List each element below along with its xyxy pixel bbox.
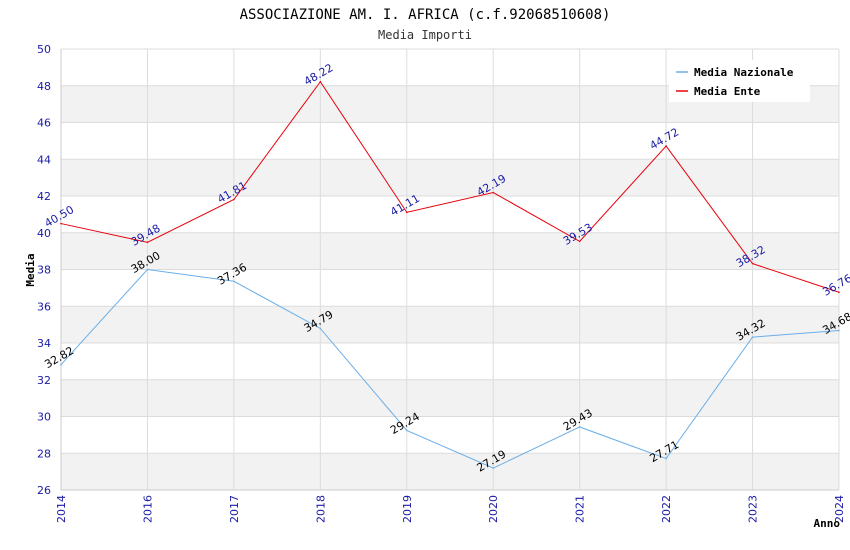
plot-background-bands — [61, 49, 839, 490]
plot-band — [61, 269, 839, 307]
plot-band — [61, 159, 839, 196]
data-point — [665, 145, 667, 147]
data-point — [405, 211, 408, 214]
data-point — [751, 336, 754, 338]
plot-band — [61, 416, 839, 454]
x-tick-label: 2017 — [228, 495, 241, 523]
plot-band — [61, 379, 839, 417]
y-tick-label: 32 — [37, 374, 51, 387]
y-tick-label: 36 — [37, 300, 51, 313]
data-point — [233, 198, 235, 201]
data-point — [665, 457, 667, 460]
data-point — [405, 429, 408, 432]
data-point — [578, 240, 581, 243]
x-axis-title: Anno — [814, 517, 841, 530]
data-point — [319, 327, 322, 330]
y-axis-ticks: 26 28 30 32 34 36 38 40 42 44 46 48 50 — [37, 43, 51, 497]
data-point — [146, 241, 149, 244]
data-point — [319, 80, 322, 83]
x-tick-label: 2016 — [141, 495, 154, 523]
x-tick-label: 2022 — [660, 495, 673, 523]
plot-band — [61, 343, 839, 380]
y-tick-label: 34 — [37, 337, 51, 350]
data-point — [233, 280, 235, 283]
x-tick-label: 2018 — [314, 495, 327, 523]
x-tick-label: 2019 — [401, 495, 414, 523]
data-point — [838, 329, 840, 332]
plot-band — [61, 306, 839, 343]
chart-subtitle: Media Importi — [378, 28, 472, 42]
y-tick-label: 46 — [37, 117, 51, 130]
data-point — [492, 191, 495, 194]
y-tick-label: 26 — [37, 484, 51, 497]
data-point — [751, 262, 754, 265]
data-point — [838, 291, 840, 294]
plot-band — [61, 232, 839, 270]
y-tick-label: 30 — [37, 411, 51, 424]
y-tick-label: 28 — [37, 447, 51, 460]
legend-box — [669, 60, 810, 102]
x-tick-label: 2023 — [747, 495, 760, 523]
x-tick-label: 2024 — [833, 495, 846, 523]
data-point — [60, 222, 62, 225]
series-group — [60, 80, 840, 469]
plot-band — [61, 122, 839, 160]
x-tick-label: 2020 — [487, 495, 500, 523]
legend-label-media-ente: Media Ente — [694, 85, 761, 98]
y-tick-label: 48 — [37, 80, 51, 93]
chart-title: ASSOCIAZIONE AM. I. AFRICA (c.f.92068510… — [240, 7, 611, 23]
legend: Media Nazionale Media Ente — [669, 60, 810, 102]
y-tick-label: 38 — [37, 264, 51, 277]
data-point — [60, 363, 62, 366]
y-tick-label: 50 — [37, 43, 51, 56]
y-tick-label: 40 — [37, 227, 51, 240]
series-line-media-ente — [60, 80, 840, 293]
legend-label-media-nazionale: Media Nazionale — [694, 66, 794, 79]
plot-band — [61, 453, 839, 490]
y-tick-label: 42 — [37, 190, 51, 203]
y-axis-title: Media — [24, 253, 37, 286]
x-axis-ticks: 2014 2016 2017 2018 2019 2020 2021 2022 2023 2024 — [55, 495, 846, 523]
x-tick-label: 2014 — [55, 495, 68, 523]
data-point — [146, 268, 149, 271]
data-point — [492, 467, 495, 469]
x-tick-label: 2021 — [574, 495, 587, 523]
series-line-media-nazionale — [60, 268, 840, 469]
y-tick-label: 44 — [37, 153, 51, 166]
data-point — [578, 426, 581, 428]
